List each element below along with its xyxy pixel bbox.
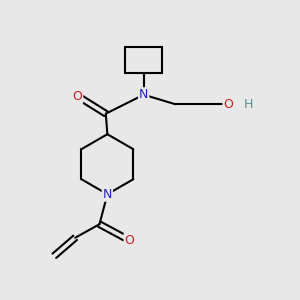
Text: O: O — [124, 234, 134, 247]
Text: N: N — [103, 188, 112, 201]
Text: O: O — [72, 90, 82, 103]
Text: N: N — [139, 88, 148, 101]
Text: H: H — [244, 98, 254, 111]
Text: O: O — [224, 98, 233, 111]
